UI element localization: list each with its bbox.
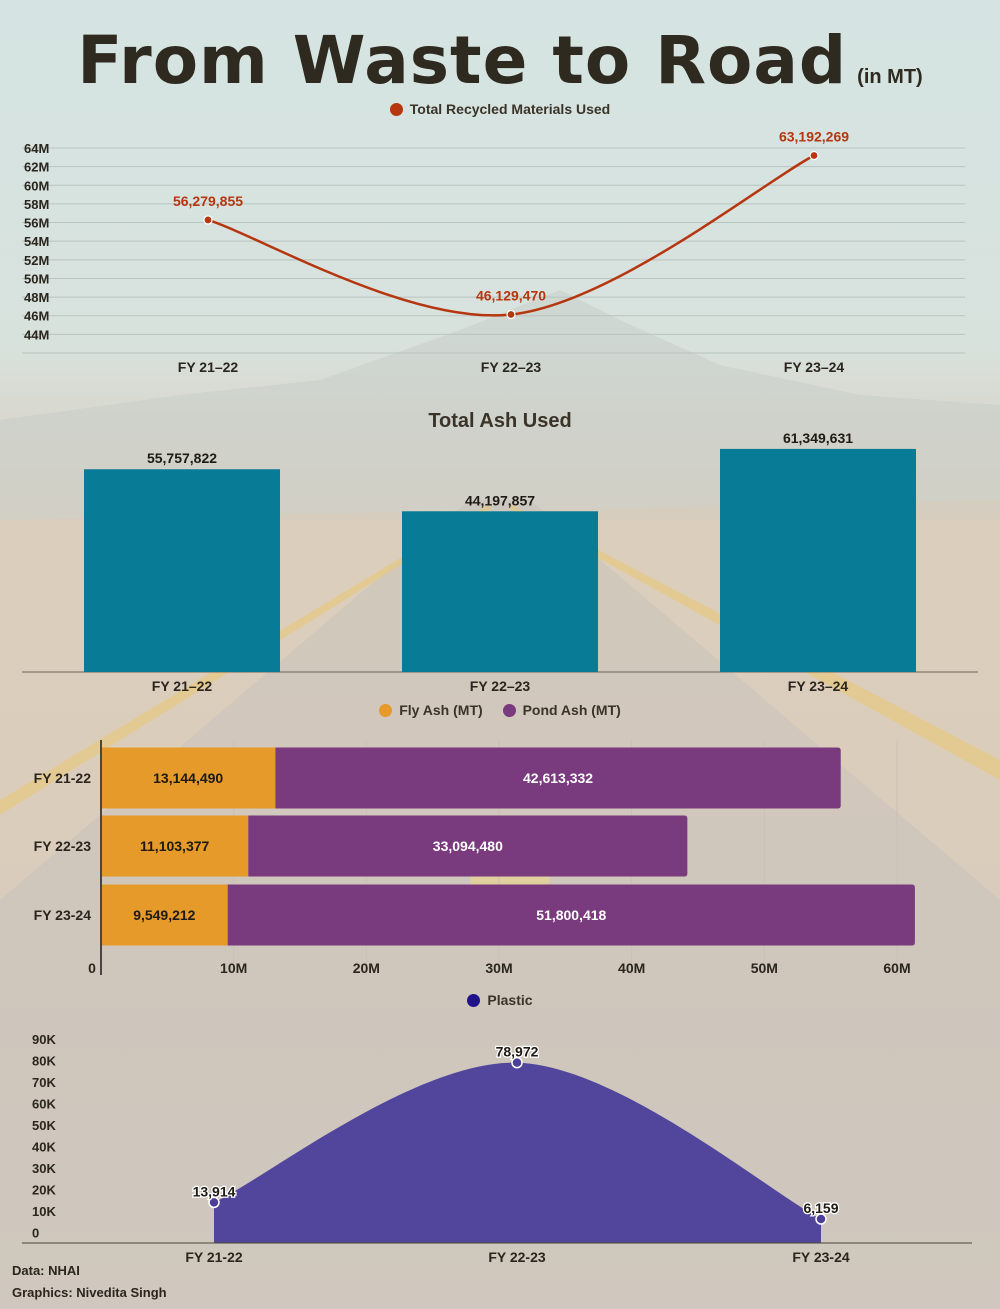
legend-label-recycled: Total Recycled Materials Used — [409, 101, 611, 117]
header: From Waste to Road (in MT) — [0, 22, 1000, 99]
y-tick-label: 62M — [24, 160, 49, 175]
unit-label: (in MT) — [857, 66, 923, 88]
y-tick-label: 52M — [24, 253, 49, 268]
y-tick-label: 10K — [32, 1204, 56, 1219]
x-tick-label: FY 23-24 — [792, 1249, 850, 1265]
y-tick-label: 90K — [32, 1032, 56, 1047]
area-plastic — [214, 1062, 821, 1243]
y-tick-label: 64M — [24, 141, 49, 156]
data-label: 13,914 — [193, 1183, 236, 1199]
y-tick-label: 50M — [24, 271, 49, 286]
legend-item-recycled: Total Recycled Materials Used — [389, 101, 611, 117]
credit-note: Graphics: Nivedita Singh — [12, 1285, 167, 1300]
y-tick-label: 60M — [24, 178, 49, 193]
recycled-legend: Total Recycled Materials Used — [0, 101, 1000, 117]
y-tick-label: 50K — [32, 1118, 56, 1133]
data-label: 63,192,269 — [779, 129, 849, 145]
y-tick-label: 0 — [32, 1225, 39, 1240]
data-point — [203, 215, 213, 225]
x-tick-label: FY 22-23 — [488, 1249, 546, 1265]
source-note: Data: NHAI — [12, 1263, 80, 1278]
data-label: 78,972 — [496, 1044, 539, 1060]
data-point — [809, 150, 819, 161]
data-label: 56,279,855 — [173, 193, 243, 209]
y-tick-label: 70K — [32, 1075, 56, 1090]
data-label: 6,159 — [803, 1200, 838, 1216]
y-tick-label: 20K — [32, 1182, 56, 1197]
page-title: From Waste to Road — [77, 22, 848, 99]
legend-dot-recycled — [389, 103, 403, 116]
y-tick-label: 40K — [32, 1139, 56, 1154]
x-tick-label: FY 21-22 — [185, 1249, 243, 1265]
y-tick-label: 54M — [24, 234, 49, 249]
y-tick-label: 56M — [24, 216, 49, 231]
y-tick-label: 80K — [32, 1053, 56, 1068]
plastic-area-chart: 0 10K 20K 30K 40K 50K 60K 70K 80K 90K 13,914 FY 21-… — [22, 1032, 972, 1265]
y-tick-label: 60K — [32, 1096, 56, 1111]
y-tick-label: 58M — [24, 197, 49, 212]
y-tick-label: 30K — [32, 1161, 56, 1176]
